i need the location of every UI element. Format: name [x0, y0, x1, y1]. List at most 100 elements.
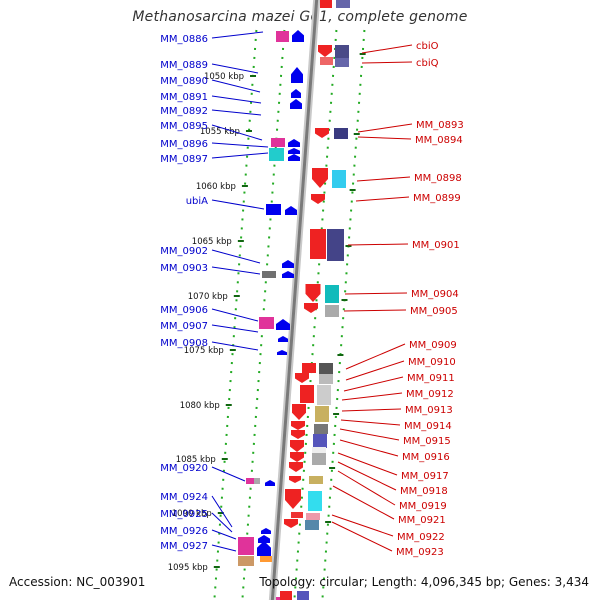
gene-label-left: MM_0902	[160, 246, 208, 257]
gene-box	[332, 170, 346, 188]
gene-arrow	[295, 373, 309, 383]
gene-label-left: MM_0920	[160, 463, 208, 474]
gene-box	[325, 305, 339, 317]
gene-leader-line	[339, 439, 399, 457]
gene-leader-line	[211, 308, 259, 322]
gene-label-right: MM_0910	[408, 357, 456, 368]
gene-label-left: MM_0890	[160, 76, 208, 87]
gene-box	[310, 229, 326, 259]
gene-arrow	[290, 452, 304, 462]
gene-leader-line	[332, 485, 395, 520]
gene-box	[238, 537, 254, 555]
gene-leader-line	[331, 521, 393, 552]
gene-arrow	[257, 541, 271, 556]
gene-arrow	[265, 480, 275, 486]
gene-arrow	[261, 528, 271, 534]
gene-box	[276, 31, 289, 42]
gene-leader-line	[337, 452, 398, 476]
right-gene-labels: cbiO cbiQ MM_0893 MM_0894 MM_0898 MM_0899 MM_0…	[331, 41, 464, 558]
gene-leader-line	[211, 341, 259, 351]
gene-label-right: cbiO	[416, 41, 439, 52]
gene-leader-line	[211, 466, 246, 482]
gene-leader-line	[341, 408, 402, 412]
gene-arrow	[289, 476, 301, 483]
gene-leader-line	[211, 512, 233, 533]
gene-label-right: MM_0913	[405, 405, 453, 416]
map-title: Methanosarcina mazei Go1, complete genom…	[132, 9, 468, 25]
gene-label-right: MM_0923	[396, 547, 444, 558]
gene-box	[306, 513, 320, 520]
gene-arrow	[288, 139, 300, 147]
gene-box	[319, 374, 333, 384]
gene-box	[320, 57, 333, 65]
gene-leader-line	[211, 544, 237, 552]
gene-box	[335, 58, 349, 67]
gene-leader-line	[357, 136, 412, 140]
gene-label-right: MM_0919	[399, 501, 447, 512]
gene-box	[327, 229, 344, 261]
gene-leader-line	[340, 419, 401, 426]
gene-arrow	[284, 519, 298, 528]
gene-label-left: MM_0908	[160, 338, 208, 349]
gene-leader-line	[211, 109, 262, 116]
gene-box	[297, 591, 309, 600]
gene-label-right: MM_0922	[397, 532, 445, 543]
genome-backbone	[268, 0, 321, 600]
gene-label-right: cbiQ	[416, 58, 439, 69]
gene-label-left: MM_0897	[160, 154, 208, 165]
gene-box	[314, 424, 328, 434]
gene-label-right: MM_0901	[412, 240, 460, 251]
tick-label: 1050 kbp	[204, 72, 244, 82]
tick-label: 1065 kbp	[192, 237, 232, 247]
gene-leader-line	[343, 309, 407, 312]
gene-arrow	[276, 319, 290, 330]
gene-label-left: MM_0903	[160, 263, 208, 274]
gene-arrow	[292, 30, 304, 42]
gene-box	[269, 148, 284, 161]
gene-box	[312, 453, 326, 465]
gene-arrow	[291, 89, 301, 98]
gene-arrow	[277, 350, 287, 355]
gene-arrow	[290, 440, 304, 452]
gene-label-left: ubiA	[186, 196, 208, 207]
topology-text: Topology: circular; Length: 4,096,345 bp…	[259, 575, 589, 589]
gene-box	[308, 491, 322, 511]
gene-arrow	[312, 168, 328, 188]
gene-leader-line	[361, 61, 413, 64]
gene-leader-line	[211, 142, 269, 148]
gene-leader-line	[211, 324, 259, 333]
gene-label-left: MM_0906	[160, 305, 208, 316]
gene-arrow	[304, 303, 318, 313]
gene-box	[334, 128, 348, 139]
tick-label: 1095 kbp	[168, 563, 208, 573]
gene-box	[317, 385, 331, 405]
gene-label-left: MM_0925	[160, 509, 208, 520]
gene-arrow	[282, 260, 294, 268]
gene-box	[325, 285, 339, 303]
gene-arrow	[285, 206, 297, 215]
gene-leader-line	[211, 79, 261, 93]
gene-arrow	[291, 67, 303, 83]
gene-box	[315, 406, 329, 422]
gene-leader-line	[343, 376, 404, 392]
gene-leader-line	[211, 529, 237, 540]
gene-label-left: MM_0927	[160, 541, 208, 552]
gene-leader-line	[211, 266, 261, 275]
accession-text: Accession: NC_003901	[9, 575, 146, 589]
gene-box	[302, 363, 316, 373]
gene-label-left: MM_0895	[160, 121, 208, 132]
gene-box	[259, 317, 274, 329]
gene-leader-line	[337, 461, 397, 491]
gene-arrow	[289, 462, 303, 472]
gene-label-right: MM_0898	[414, 173, 462, 184]
gene-label-right: MM_0905	[410, 306, 458, 317]
gene-label-left: MM_0896	[160, 139, 208, 150]
gene-box	[320, 0, 332, 8]
gene-label-right: MM_0921	[398, 515, 446, 526]
gene-arrow	[291, 430, 305, 439]
gene-label-left: MM_0892	[160, 106, 208, 117]
gene-box	[313, 434, 327, 448]
gene-label-right: MM_0893	[416, 120, 464, 131]
tick-label: 1060 kbp	[196, 182, 236, 192]
